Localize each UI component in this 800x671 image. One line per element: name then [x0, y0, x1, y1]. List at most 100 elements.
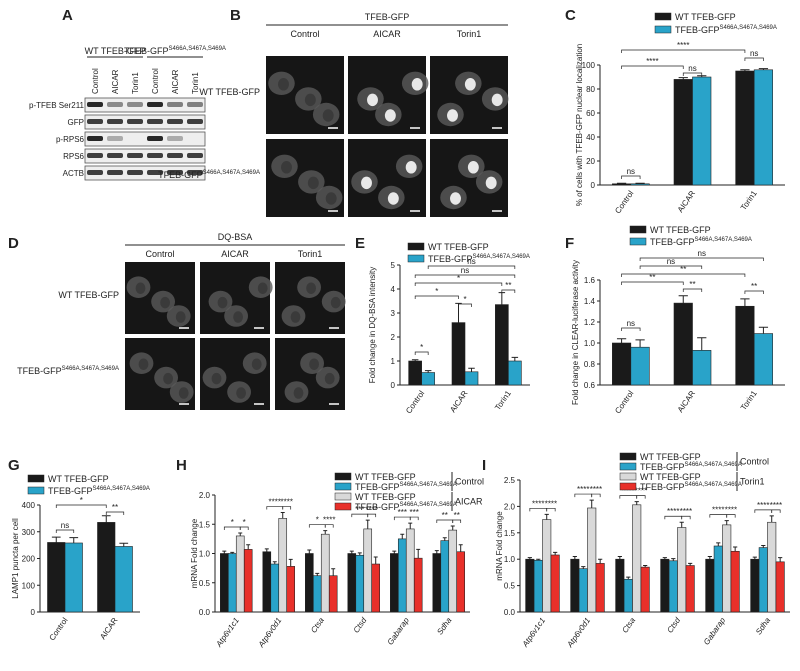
- bar: [456, 551, 465, 613]
- y-tick-label: 80: [586, 85, 595, 94]
- error-bar: [634, 501, 639, 505]
- nucleus: [361, 176, 372, 190]
- significance-bracket: [414, 295, 459, 299]
- significance-label: ****: [532, 499, 544, 508]
- bar: [735, 70, 755, 186]
- panel-title: DQ-BSA: [218, 232, 253, 242]
- bar: [775, 561, 785, 613]
- significance-bracket: [324, 524, 334, 528]
- legend-group-label: Control: [740, 457, 769, 467]
- band: [87, 170, 103, 175]
- legend-label-main: TFEB-GFP: [355, 482, 400, 492]
- error-bar: [688, 562, 693, 566]
- bar: [612, 342, 632, 386]
- significance-label: **: [751, 282, 757, 291]
- legend-label: TFEB-GFPS466A,S467A,S469A: [650, 237, 752, 247]
- bar: [448, 529, 458, 613]
- row-label: TFEB-GFPS466A,S467A,S469A: [158, 170, 260, 180]
- error-bar: [752, 556, 757, 560]
- legend-group-label: AICAR: [455, 497, 483, 507]
- error-bar: [101, 515, 111, 523]
- y-tick-label: 0.5: [504, 582, 516, 591]
- significance-label: ***: [398, 508, 407, 517]
- y-tick-label: 2: [391, 333, 396, 342]
- bar: [692, 350, 712, 386]
- legend-label: WT TFEB-GFP: [48, 474, 109, 484]
- error-bar: [761, 544, 766, 548]
- bar: [578, 568, 588, 613]
- legend-label: TFEB-GFPS466A,S467A,S469A: [428, 254, 530, 264]
- bar: [405, 528, 415, 613]
- column-label: Torin1: [298, 249, 323, 259]
- error-bar: [707, 556, 712, 560]
- legend-swatch: [619, 462, 637, 471]
- nucleus: [233, 311, 244, 323]
- significance-label: ns: [688, 64, 696, 73]
- significance-bracket: [682, 288, 703, 292]
- legend-swatch: [407, 242, 425, 251]
- significance-bracket: [458, 303, 472, 307]
- bar: [114, 546, 133, 613]
- error-bar: [643, 565, 648, 568]
- band: [107, 102, 123, 107]
- nucleus: [178, 387, 189, 399]
- legend-swatch: [629, 237, 647, 246]
- bar: [320, 533, 330, 613]
- significance-label: *: [80, 496, 83, 505]
- legend-label-superscript: S466A,S467A,S469A: [685, 462, 742, 468]
- nucleus: [307, 176, 319, 190]
- error-bar: [758, 68, 769, 70]
- error-bar: [442, 537, 447, 541]
- row-label: WT TFEB-GFP: [199, 87, 260, 97]
- nucleus: [450, 192, 461, 205]
- error-bar: [280, 512, 285, 519]
- bar: [440, 540, 450, 613]
- error-bar: [536, 558, 541, 561]
- significance-bracket: [621, 65, 684, 69]
- y-tick-label: 0.0: [504, 608, 516, 617]
- bar: [722, 524, 732, 613]
- nucleus: [306, 282, 316, 294]
- bar: [730, 550, 740, 613]
- error-bar: [758, 326, 769, 334]
- legend-swatch: [334, 472, 352, 481]
- nucleus: [411, 78, 423, 91]
- error-bar: [679, 521, 684, 528]
- y-tick-label: 2.0: [504, 502, 516, 511]
- y-tick-label: 2.5: [504, 476, 516, 485]
- nucleus: [330, 296, 341, 309]
- significance-label: **: [112, 503, 118, 512]
- y-tick-label: 3: [391, 309, 396, 318]
- bar: [615, 558, 625, 613]
- y-tick-label: 1.5: [504, 529, 516, 538]
- bar: [705, 558, 715, 613]
- error-bar: [307, 549, 312, 554]
- bar: [432, 553, 442, 613]
- significance-bracket: [55, 504, 107, 508]
- nucleus: [175, 311, 186, 323]
- bar: [286, 566, 295, 613]
- significance-bracket: [414, 274, 516, 278]
- band: [127, 170, 143, 175]
- significance-label: ****: [323, 516, 335, 525]
- y-tick-label: 300: [22, 528, 36, 537]
- legend-label: TFEB-GFPS466A,S467A,S469A: [675, 25, 777, 35]
- nucleus: [447, 109, 458, 122]
- nucleus: [384, 109, 396, 122]
- error-bar: [246, 544, 251, 550]
- error-bar: [51, 536, 61, 543]
- lane-label: AICAR: [171, 69, 180, 94]
- nucleus: [251, 358, 262, 370]
- y-tick-label: 100: [582, 61, 596, 70]
- significance-bracket: [105, 511, 125, 515]
- significance-bracket: [621, 175, 641, 179]
- band: [107, 170, 123, 175]
- y-tick-label: 1.4: [584, 297, 596, 306]
- bar: [262, 551, 272, 613]
- nucleus: [138, 358, 149, 370]
- legend-label-superscript: S466A,S467A,S469A: [685, 482, 742, 488]
- bar: [632, 504, 642, 613]
- legend-label-main: WT TFEB-GFP: [675, 12, 736, 22]
- nucleus: [293, 387, 304, 399]
